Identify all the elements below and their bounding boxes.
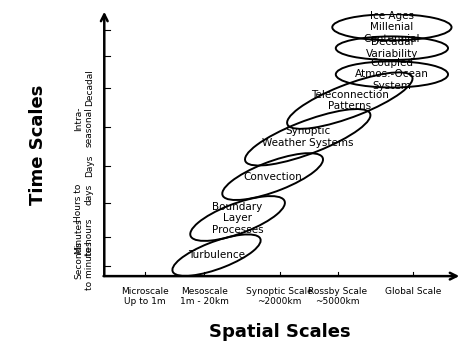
Text: Hours to
days: Hours to days	[74, 184, 94, 222]
Text: Ice Ages
Millenial
Centennial: Ice Ages Millenial Centennial	[364, 11, 420, 44]
Text: Boundary
Layer
Processes: Boundary Layer Processes	[212, 202, 264, 235]
Text: Synoptic Scale
~2000km: Synoptic Scale ~2000km	[246, 287, 313, 306]
Text: Decadal
Variability: Decadal Variability	[366, 38, 418, 59]
Text: Mesoscale
1m - 20km: Mesoscale 1m - 20km	[180, 287, 228, 306]
Text: Rossby Scale
~5000km: Rossby Scale ~5000km	[308, 287, 367, 306]
Text: Seconds
to minutes: Seconds to minutes	[74, 241, 94, 290]
Text: Spatial Scales: Spatial Scales	[209, 323, 350, 341]
Text: Coupled
Atmos.-Ocean
System: Coupled Atmos.-Ocean System	[355, 58, 429, 91]
Text: Synoptic
Weather Systems: Synoptic Weather Systems	[262, 126, 354, 148]
Text: Turbulence: Turbulence	[188, 250, 245, 260]
Text: Teleconnection
Patterns: Teleconnection Patterns	[311, 90, 389, 112]
Text: Decadal: Decadal	[85, 69, 94, 106]
Text: Time Scales: Time Scales	[28, 85, 46, 205]
Text: Microscale
Up to 1m: Microscale Up to 1m	[121, 287, 168, 306]
Text: Convection: Convection	[243, 172, 302, 182]
Text: Days: Days	[85, 155, 94, 177]
Text: Minutes
to hours: Minutes to hours	[74, 218, 94, 256]
Text: Global Scale: Global Scale	[385, 287, 441, 296]
Text: Intra-
seasonal: Intra- seasonal	[74, 107, 94, 147]
